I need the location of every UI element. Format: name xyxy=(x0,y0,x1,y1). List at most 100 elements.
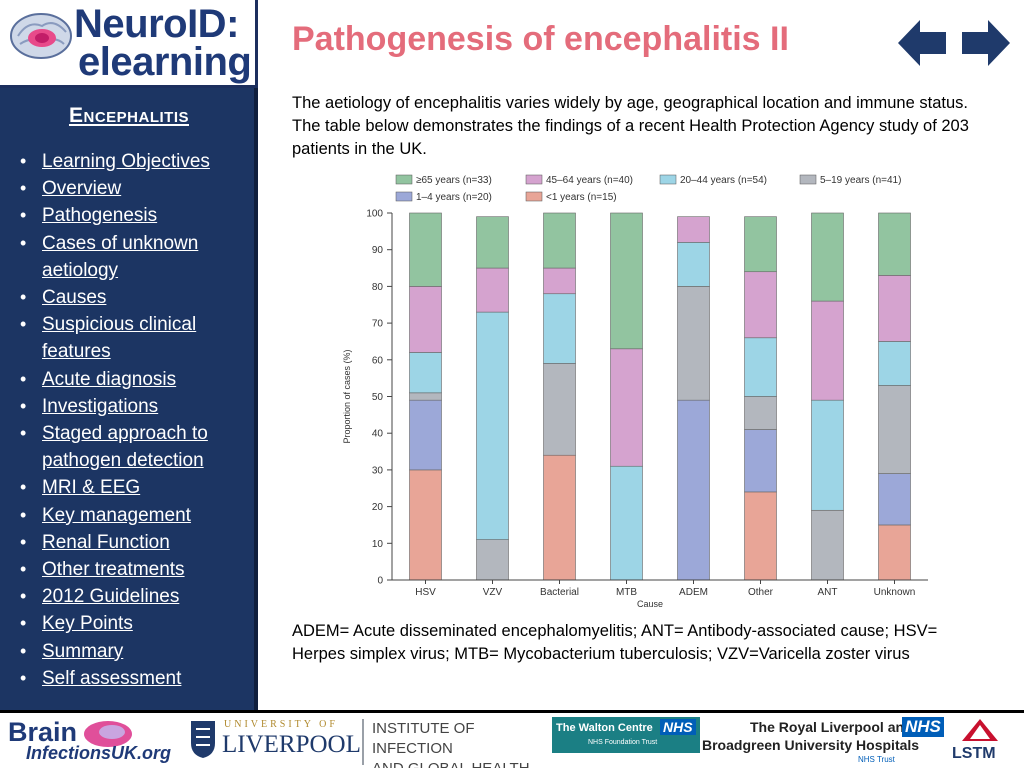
bar-segment xyxy=(476,311,509,540)
abbreviations-footnote: ADEM= Acute disseminated encephalomyelit… xyxy=(292,622,938,663)
bar-segment xyxy=(811,399,844,511)
bar-segment xyxy=(409,286,442,353)
bar-segment xyxy=(878,212,911,276)
x-tick-label: VZV xyxy=(483,587,503,598)
iigh-line1: INSTITUTE OF INFECTION xyxy=(372,720,475,757)
bar-segment xyxy=(811,509,844,581)
sidebar-link-staged-approach[interactable]: Staged approach to pathogen detection xyxy=(42,423,208,472)
sidebar-link-key-points[interactable]: Key Points xyxy=(42,613,133,635)
sidebar-item-overview: Overview xyxy=(20,175,250,202)
y-tick-label: 20 xyxy=(372,502,384,513)
previous-page-button[interactable] xyxy=(896,16,950,70)
bar-segment xyxy=(610,212,643,350)
legend-swatch xyxy=(799,174,817,185)
walton-centre-logo: The Walton Centre NHS NHS Foundation Tru… xyxy=(552,717,700,753)
liverpool-top-text: UNIVERSITY OF xyxy=(224,719,338,730)
sidebar-nav: Learning Objectives Overview Pathogenesi… xyxy=(20,148,250,692)
sidebar-link-other-treatments[interactable]: Other treatments xyxy=(42,559,185,581)
y-tick-label: 50 xyxy=(372,392,384,403)
sidebar-link-summary[interactable]: Summary xyxy=(42,640,124,662)
bars xyxy=(409,212,911,581)
y-tick-label: 40 xyxy=(372,429,384,440)
bar-segment xyxy=(878,275,911,342)
legend-swatch xyxy=(395,174,413,185)
royal-liverpool-broadgreen-logo: The Royal Liverpool and NHS Broadgreen U… xyxy=(700,717,944,767)
bar-segment xyxy=(476,216,509,269)
sidebar: Encephalitis Learning Objectives Overvie… xyxy=(0,88,258,710)
sidebar-item-other-treatments: Other treatments xyxy=(20,556,250,583)
y-tick-label: 30 xyxy=(372,465,384,476)
bar-segment xyxy=(677,286,710,401)
sidebar-link-renal-function[interactable]: Renal Function xyxy=(42,531,170,553)
sidebar-link-causes[interactable]: Causes xyxy=(42,287,107,309)
chart-legend: ≥65 years (n=33) 45–64 years (n=40) 20–44 … xyxy=(395,174,901,203)
bar-segment xyxy=(677,399,710,581)
legend-label: 5–19 years (n=41) xyxy=(820,175,901,186)
sidebar-link-overview[interactable]: Overview xyxy=(42,178,122,200)
walton-sub: NHS Foundation Trust xyxy=(588,739,658,746)
lstm-text: LSTM xyxy=(952,745,996,762)
sidebar-link-mri-eeg[interactable]: MRI & EEG xyxy=(42,477,141,499)
y-axis-label: Proportion of cases (%) xyxy=(342,349,352,443)
sidebar-link-suspicious-features[interactable]: Suspicious clinical features xyxy=(42,314,197,363)
sidebar-link-acute-diagnosis[interactable]: Acute diagnosis xyxy=(42,368,177,390)
sidebar-item-learning-objectives: Learning Objectives xyxy=(20,148,250,175)
iigh-line2: AND GLOBAL HEALTH xyxy=(372,759,548,768)
x-tick-label: Unknown xyxy=(874,587,916,598)
y-tick-label: 80 xyxy=(372,282,384,293)
sidebar-item-suspicious-features: Suspicious clinical features xyxy=(20,311,250,365)
bar-segment xyxy=(744,429,777,493)
bar-segment xyxy=(409,212,442,287)
x-tick-label: HSV xyxy=(415,587,436,598)
brain-icon xyxy=(10,13,72,59)
arrow-right-icon xyxy=(962,20,1010,66)
bar-segment xyxy=(878,473,911,526)
bar-segment xyxy=(878,524,911,581)
rlbuh-nhs-badge: NHS xyxy=(902,717,944,737)
bar-segment xyxy=(744,396,777,430)
sidebar-item-guidelines: 2012 Guidelines xyxy=(20,583,250,610)
legend-label: 20–44 years (n=54) xyxy=(680,175,767,186)
bar-segment xyxy=(409,399,442,471)
bar-segment xyxy=(744,216,777,273)
arrow-left-icon xyxy=(898,20,946,66)
sidebar-item-causes: Causes xyxy=(20,284,250,311)
sidebar-link-key-management[interactable]: Key management xyxy=(42,504,191,526)
bar-segment xyxy=(476,539,509,581)
sidebar-link-investigations[interactable]: Investigations xyxy=(42,395,159,417)
sidebar-item-investigations: Investigations xyxy=(20,393,250,420)
y-axis: 0 10 20 30 40 50 60 70 80 90 100 Proportion of case… xyxy=(342,209,393,587)
bar-segment xyxy=(610,348,643,467)
sidebar-link-self-assessment[interactable]: Self assessment xyxy=(42,667,182,689)
liverpool-bottom-text: LIVERPOOL xyxy=(222,731,361,758)
y-tick-label: 100 xyxy=(366,209,383,220)
sidebar-link-learning-objectives[interactable]: Learning Objectives xyxy=(42,151,210,172)
bar-segment xyxy=(811,300,844,401)
bar-segment xyxy=(543,363,576,456)
bar-segment xyxy=(543,454,576,581)
neuroid-logo: NeuroID: elearning xyxy=(0,0,258,88)
bar-segment xyxy=(744,491,777,581)
bar-segment xyxy=(610,465,643,581)
sidebar-title: Encephalitis xyxy=(68,104,189,127)
y-tick-label: 70 xyxy=(372,319,384,330)
bar-segment xyxy=(811,212,844,302)
bar-segment xyxy=(543,267,576,295)
sidebar-item-staged-approach: Staged approach to pathogen detection xyxy=(20,420,250,474)
sidebar-item-pathogenesis: Pathogenesis xyxy=(20,202,250,229)
sidebar-link-guidelines[interactable]: 2012 Guidelines xyxy=(42,586,180,608)
next-page-button[interactable] xyxy=(958,16,1012,70)
bar-segment xyxy=(543,293,576,364)
walton-nhs-badge: NHS xyxy=(660,719,696,735)
y-tick-label: 90 xyxy=(372,245,384,256)
walton-name: The Walton Centre xyxy=(556,722,653,734)
legend-swatch xyxy=(395,191,413,202)
sidebar-link-cases-unknown[interactable]: Cases of unknown aetiology xyxy=(42,232,199,281)
bar-segment xyxy=(878,385,911,474)
x-axis-label: Cause xyxy=(637,599,663,609)
sidebar-link-pathogenesis[interactable]: Pathogenesis xyxy=(42,205,158,227)
x-tick-label: ADEM xyxy=(679,587,708,598)
legend-label: ≥65 years (n=33) xyxy=(416,175,492,186)
bar-segment xyxy=(878,341,911,386)
legend-swatch xyxy=(525,191,543,202)
